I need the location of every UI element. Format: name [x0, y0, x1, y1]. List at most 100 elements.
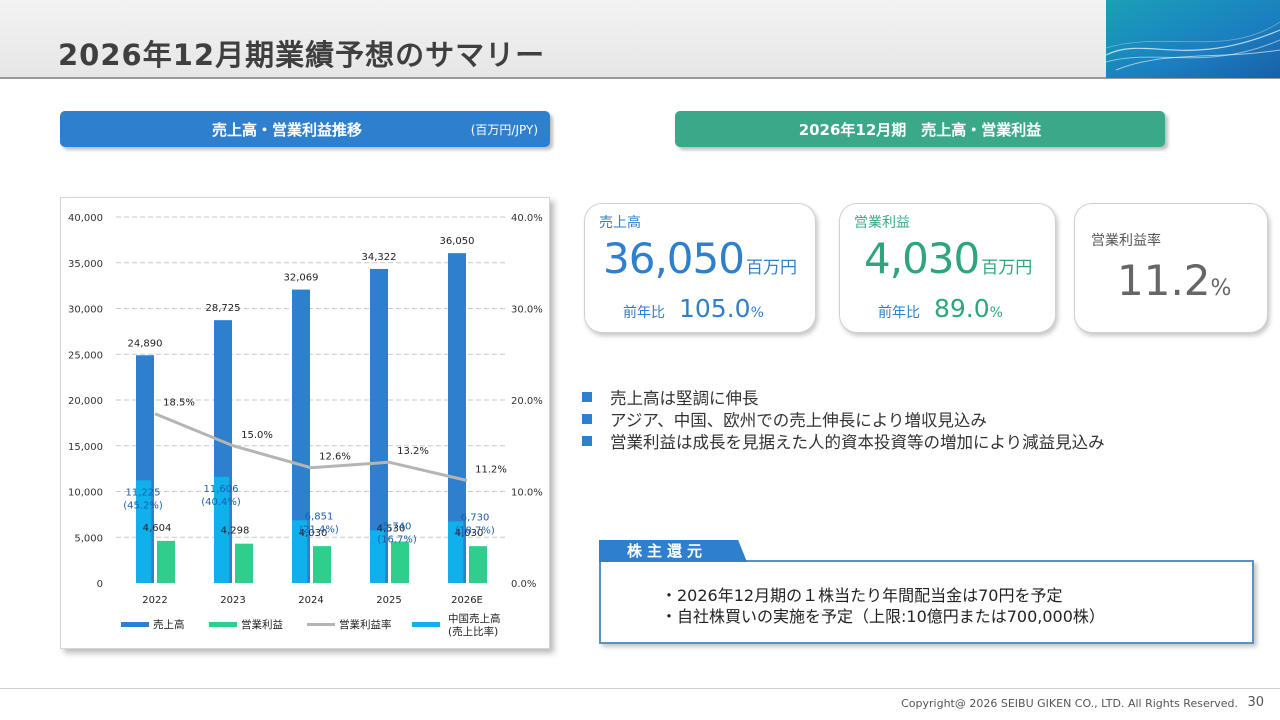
y-left-tick-label: 35,000 [68, 259, 103, 270]
chart-unit-label: (百万円/JPY) [470, 123, 538, 137]
data-label-operating-profit: 4,604 [143, 523, 172, 534]
data-label-china-ratio: (18.7%) [455, 525, 495, 536]
bar-sales [292, 289, 310, 583]
profit-yoy-value: 89.0 [934, 294, 990, 323]
chart-section-header: 売上高・営業利益推移 (百万円/JPY) [60, 111, 550, 147]
summary-section-header: 2026年12月期 売上高・営業利益 [675, 111, 1165, 147]
sales-yoy-label: 前年比 [623, 305, 665, 321]
footer-divider [0, 688, 1280, 689]
margin-unit: % [1210, 276, 1232, 301]
data-label-china-sales: 6,730 [461, 512, 490, 523]
data-label-operating-margin: 18.5% [163, 398, 195, 409]
margin-value: 11.2 [1117, 256, 1211, 305]
list-item: 営業利益は成長を見据えた人的資本投資等の増加により減益見込み [582, 430, 1272, 452]
page-number: 30 [1247, 695, 1264, 710]
margin-card: 営業利益率 11.2% [1074, 203, 1268, 333]
y-right-tick-label: 10.0% [511, 488, 543, 499]
data-label-china-ratio: (40.4%) [201, 497, 241, 508]
bullet-square-icon [582, 414, 592, 424]
data-label-china-sales: 6,851 [305, 511, 334, 522]
margin-card-label: 営業利益率 [1091, 233, 1161, 249]
wave-decoration-icon [1106, 0, 1280, 78]
list-item: アジア、中国、欧州での売上伸長により増収見込み [582, 408, 1272, 430]
data-label-china-sales: 11,225 [126, 487, 161, 498]
shareholder-line-dividend: ・2026年12月期の１株当たり年間配当金は70円を予定 [661, 586, 1063, 605]
bar-operating-profit [391, 541, 409, 583]
legend-swatch-china-sales [412, 622, 440, 627]
title-bar [0, 0, 1280, 78]
profit-card: 営業利益 4,030 百万円 前年比 89.0% [839, 203, 1056, 333]
sales-value: 36,050 [603, 234, 745, 283]
x-tick-label: 2023 [220, 595, 245, 606]
sales-yoy-value: 105.0 [679, 294, 751, 323]
bar-sales [448, 253, 466, 583]
bullet-square-icon [582, 392, 592, 402]
y-right-tick-label: 30.0% [511, 305, 543, 316]
bar-china-sales [292, 520, 308, 583]
legend-label-china-ratio: (売上比率) [448, 625, 498, 638]
legend-label-operating-margin: 営業利益率 [339, 618, 392, 631]
summary-section-title: 2026年12月期 売上高・営業利益 [798, 120, 1042, 139]
profit-card-label: 営業利益 [854, 215, 910, 231]
bar-operating-profit [157, 540, 175, 583]
data-label-china-sales: 11,606 [204, 484, 239, 495]
y-left-tick-label: 0 [97, 579, 103, 590]
data-label-china-ratio: (16.7%) [377, 534, 417, 545]
data-label-operating-profit: 4,298 [221, 526, 250, 537]
sales-unit: 百万円 [745, 258, 797, 278]
shareholder-return-tab: 株主還元 [599, 540, 747, 562]
legend-label-sales: 売上高 [153, 618, 185, 631]
y-left-tick-label: 10,000 [68, 488, 103, 499]
shareholder-line-buyback: ・自社株買いの実施を予定（上限:10億円または700,000株） [661, 607, 1105, 626]
x-tick-label: 2025 [376, 595, 401, 606]
data-label-china-ratio: (45.2%) [123, 500, 163, 511]
y-left-tick-label: 40,000 [68, 213, 103, 224]
legend-swatch-operating-margin [307, 623, 335, 626]
bar-operating-profit [469, 546, 487, 583]
line-operating-margin [154, 412, 468, 482]
bar-china-sales [136, 480, 152, 583]
y-left-tick-label: 25,000 [68, 350, 103, 361]
bar-china-sales [448, 521, 464, 583]
sales-card-label: 売上高 [599, 215, 641, 231]
data-label-sales: 24,890 [128, 338, 163, 349]
chart-section-title: 売上高・営業利益推移 [211, 120, 362, 139]
title-underline [0, 77, 1280, 79]
legend-swatch-sales [121, 622, 149, 627]
profit-unit: 百万円 [981, 258, 1033, 278]
x-tick-label: 2022 [142, 595, 167, 606]
data-label-sales: 36,050 [440, 236, 475, 247]
data-label-operating-profit: 4,030 [455, 528, 484, 539]
data-label-operating-margin: 11.2% [475, 465, 507, 476]
y-left-tick-label: 5,000 [74, 533, 103, 544]
legend-swatch-operating-profit [209, 622, 237, 627]
bar-china-sales [214, 476, 230, 583]
data-label-china-ratio: (21.4%) [299, 524, 339, 535]
data-label-operating-profit: 4,030 [299, 528, 328, 539]
y-left-tick-label: 30,000 [68, 305, 103, 316]
combo-chart: 0 5,000 10,000 15,000 20,000 25,000 30,000 35,0… [68, 213, 543, 638]
data-label-operating-margin: 15.0% [241, 430, 273, 441]
bar-operating-profit [235, 543, 253, 583]
shareholder-return-box: ・2026年12月期の１株当たり年間配当金は70円を予定 ・自社株買いの実施を予… [599, 560, 1254, 644]
bar-operating-profit [313, 546, 331, 583]
y-right-tick-label: 0.0% [511, 579, 536, 590]
bar-china-sales [370, 530, 386, 583]
y-left-tick-label: 15,000 [68, 442, 103, 453]
profit-yoy-unit: % [989, 305, 1003, 321]
list-item: 売上高は堅調に伸長 [582, 386, 1272, 408]
data-label-operating-profit: 4,530 [377, 524, 406, 535]
y-right-tick-label: 40.0% [511, 213, 543, 224]
y-left-tick-label: 20,000 [68, 396, 103, 407]
y-right-tick-label: 20.0% [511, 396, 543, 407]
legend-label-china-sales: 中国売上高 [448, 612, 501, 625]
data-label-operating-margin: 13.2% [397, 446, 429, 457]
legend-label-operating-profit: 営業利益 [241, 618, 283, 631]
data-label-operating-margin: 12.6% [319, 452, 351, 463]
data-label-sales: 28,725 [206, 303, 241, 314]
chart-panel: 0 5,000 10,000 15,000 20,000 25,000 30,000 35,0… [60, 197, 550, 649]
data-label-sales: 34,322 [362, 252, 397, 263]
data-label-sales: 32,069 [284, 273, 319, 284]
profit-value: 4,030 [864, 234, 980, 283]
copyright: Copyright@ 2026 SEIBU GIKEN CO., LTD. Al… [901, 697, 1238, 710]
